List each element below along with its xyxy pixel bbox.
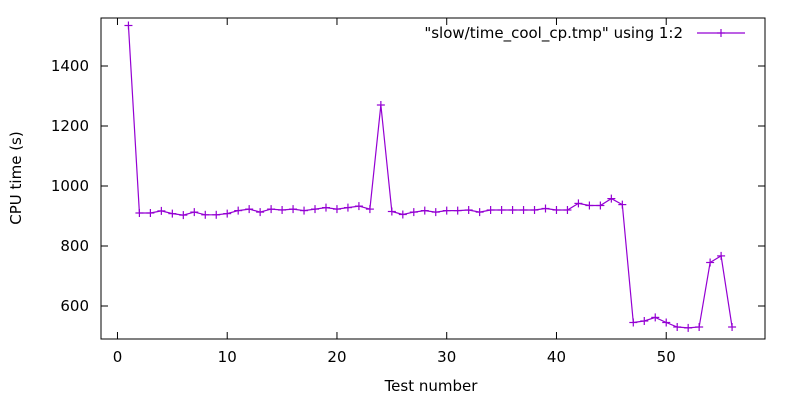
data-point: [157, 206, 166, 215]
data-point: [563, 206, 572, 214]
data-point: [365, 205, 374, 214]
x-tick-label: 10: [218, 348, 237, 366]
data-point: [464, 206, 473, 214]
data-point: [618, 200, 627, 209]
data-point: [585, 201, 594, 210]
data-point: [651, 313, 660, 322]
x-tick-label: 40: [547, 348, 566, 366]
data-point: [311, 205, 320, 214]
x-tick-label: 50: [657, 348, 676, 366]
data-point: [519, 206, 528, 214]
data-point: [640, 317, 649, 325]
data-point: [168, 209, 177, 218]
data-point: [552, 206, 561, 214]
data-point: [343, 203, 352, 212]
data-point: [541, 204, 550, 213]
legend-marker-plus: [717, 29, 725, 37]
data-point: [201, 210, 210, 219]
data-point: [508, 206, 517, 214]
data-point: [728, 323, 737, 331]
data-point: [530, 206, 539, 214]
data-point: [695, 323, 704, 331]
data-point: [662, 318, 671, 327]
data-point: [387, 207, 396, 216]
data-point: [223, 209, 232, 218]
series-layer: [124, 21, 737, 332]
data-point: [629, 318, 638, 327]
data-point: [278, 206, 287, 214]
data-point: [135, 209, 144, 217]
data-point: [376, 101, 385, 109]
data-point: [486, 206, 495, 214]
legend-label: "slow/time_cool_cp.tmp" using 1:2: [424, 24, 683, 43]
data-point: [409, 208, 418, 217]
x-tick-label: 20: [327, 348, 346, 366]
y-tick-label: 800: [60, 237, 89, 255]
data-point: [256, 208, 265, 217]
y-tick-label: 1200: [51, 117, 89, 135]
data-point: [398, 210, 407, 219]
x-axis-label: Test number: [384, 377, 479, 395]
data-point: [179, 211, 188, 220]
legend-marker: [717, 29, 725, 37]
data-point: [717, 251, 726, 260]
data-point: [596, 201, 605, 210]
data-point: [431, 208, 440, 217]
x-tick-label: 0: [113, 348, 123, 366]
data-point: [267, 205, 276, 214]
legend: "slow/time_cool_cp.tmp" using 1:2: [424, 24, 745, 43]
data-point: [146, 209, 155, 217]
data-point: [607, 194, 616, 203]
data-point: [289, 205, 298, 214]
data-point: [673, 323, 682, 331]
y-axis-ticks: 600 800 1000 1200 1400: [51, 57, 765, 315]
x-tick-label: 30: [437, 348, 456, 366]
y-axis-label: CPU time (s): [7, 131, 25, 224]
data-point: [706, 258, 715, 267]
data-point: [574, 199, 583, 208]
data-point: [497, 206, 506, 214]
data-point: [245, 205, 254, 214]
x-axis-ticks: 0 10 20 30 40 50: [113, 18, 676, 366]
y-tick-label: 1400: [51, 57, 89, 75]
series-line: [127, 25, 733, 329]
data-point: [212, 210, 221, 219]
data-point: [124, 21, 133, 30]
data-point: [442, 206, 451, 215]
data-point: [354, 202, 363, 211]
data-point: [300, 206, 309, 215]
data-point: [332, 205, 341, 214]
data-point: [234, 206, 243, 215]
plot-frame: [100, 17, 766, 340]
data-point: [475, 208, 484, 217]
data-point: [321, 203, 330, 212]
data-point: [190, 208, 199, 217]
data-point: [420, 206, 429, 215]
y-tick-label: 1000: [51, 177, 89, 195]
y-tick-label: 600: [60, 297, 89, 315]
data-point: [684, 323, 693, 332]
data-point: [453, 206, 462, 215]
